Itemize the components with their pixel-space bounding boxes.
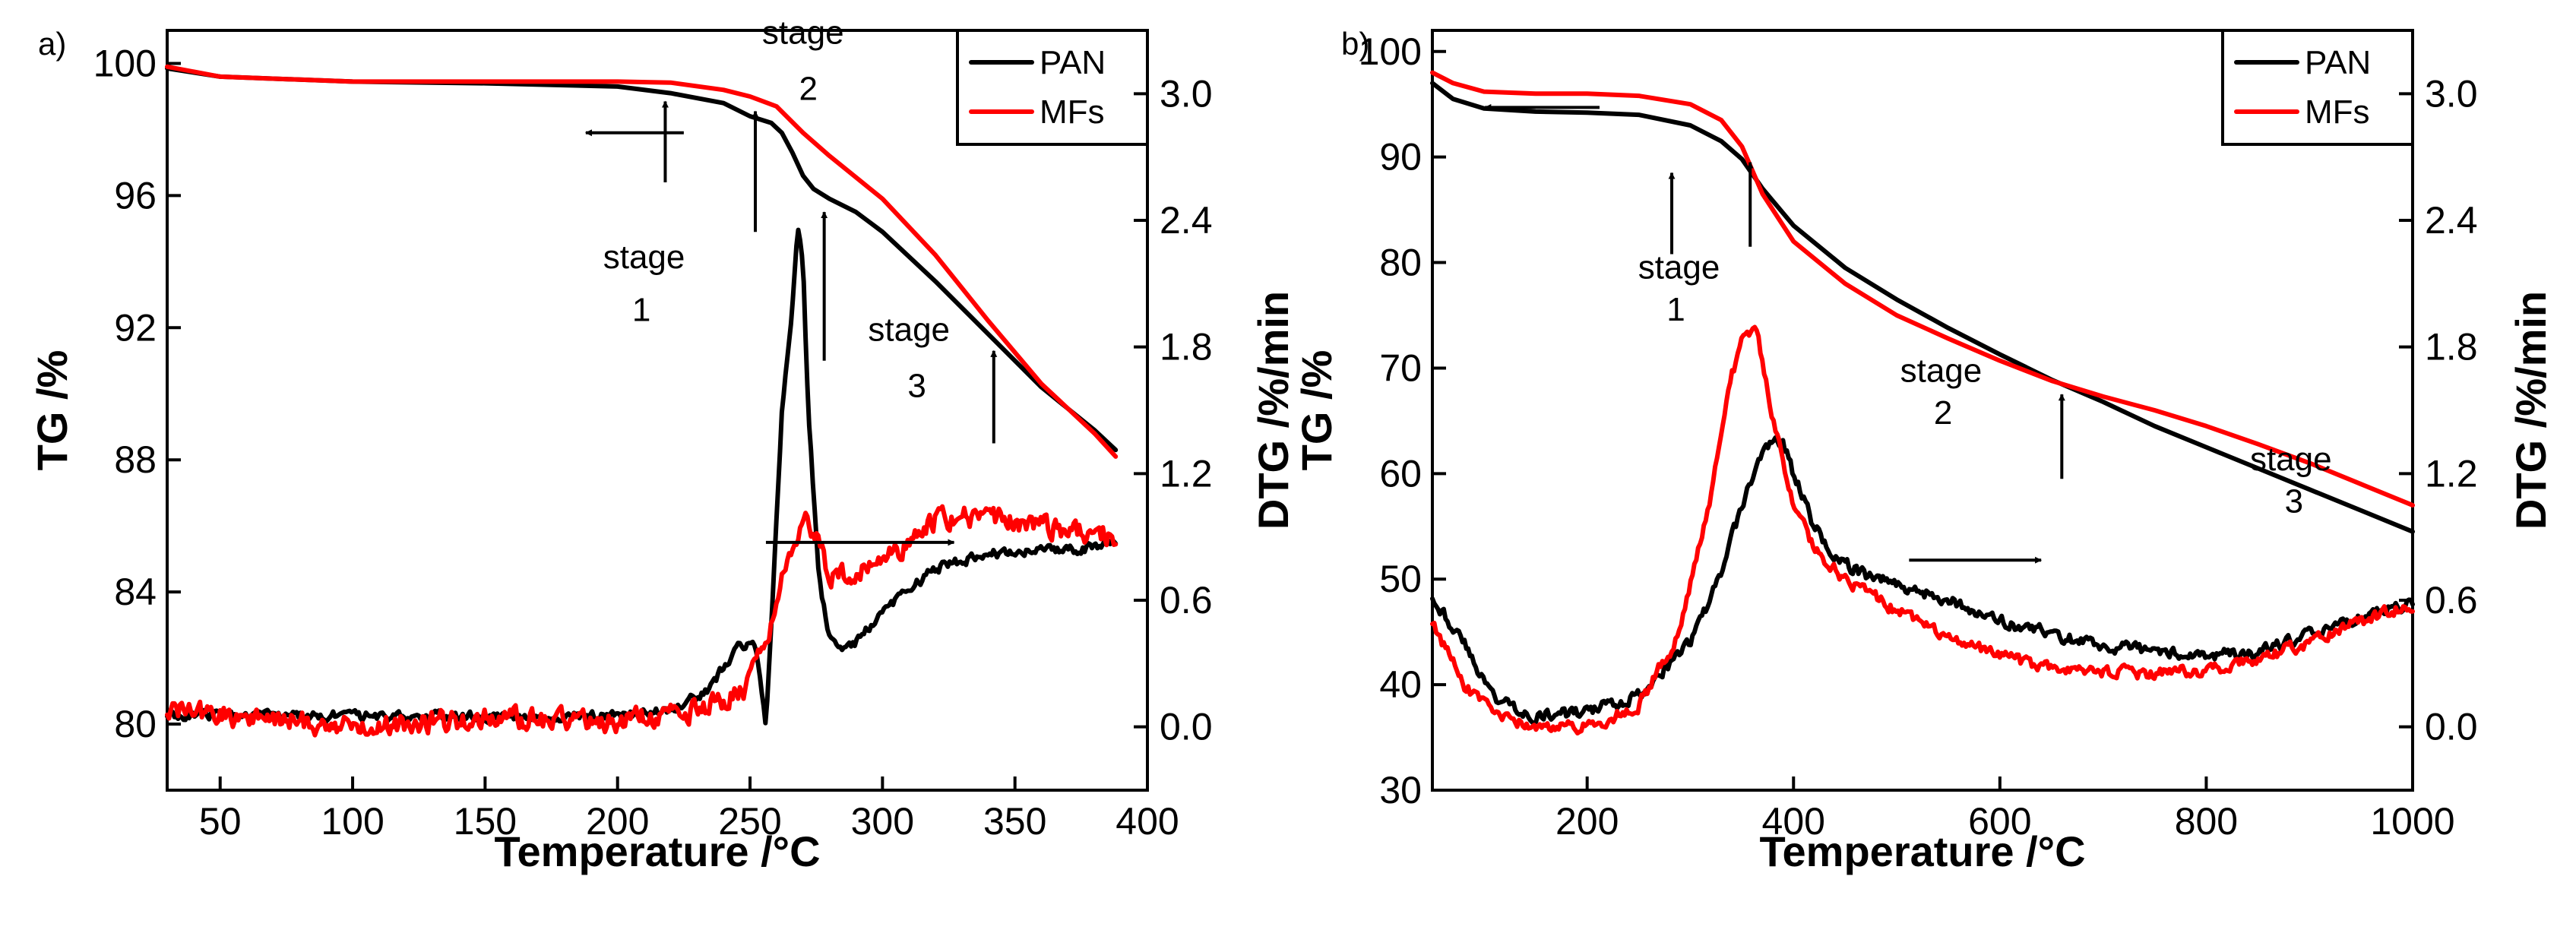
panel-a-x-tick-label: 350 bbox=[983, 800, 1046, 843]
panel-a-x-tick-label: 100 bbox=[321, 800, 384, 843]
panel-b-right-y-axis: 0.0 0.6 1.2 1.8 2.4 3.0 bbox=[2399, 72, 2478, 748]
panel-a-legend-label-mfs: MFs bbox=[1040, 93, 1105, 131]
panel-b-left-y-axis: 30 40 50 60 70 80 90 100 bbox=[1359, 30, 1446, 811]
panel-a-y2-tick-label: 1.2 bbox=[1160, 452, 1213, 495]
panel-b-stage-annotation: stage bbox=[1638, 248, 1720, 286]
panel-b-y2-tick-label: 3.0 bbox=[2425, 72, 2478, 115]
panel-a-left-y-axis-title: TG /% bbox=[28, 350, 76, 471]
panel-b-pan-dtg-line bbox=[1430, 435, 2415, 726]
panel-a-right-y-axis: 0.0 0.6 1.2 1.8 2.4 3.0 bbox=[1134, 72, 1213, 748]
panel-b-y-tick-label: 80 bbox=[1379, 242, 1422, 284]
panel-b-x-tick-label: 1000 bbox=[2370, 800, 2454, 843]
panel-a-x-tick-label: 400 bbox=[1116, 800, 1179, 843]
panel-a-x-tick-label: 200 bbox=[586, 800, 649, 843]
panel-b-stage-annotation: 1 bbox=[1666, 291, 1685, 328]
panel-b-mfs-tg-line bbox=[1430, 70, 2415, 508]
panel-b-y-tick-label: 60 bbox=[1379, 452, 1422, 495]
panel-b-y-tick-label: 70 bbox=[1379, 346, 1422, 389]
panel-a-x-axis: 50 100 150 200 250 300 350 400 bbox=[199, 776, 1179, 843]
panel-a-y2-tick-label: 1.8 bbox=[1160, 326, 1213, 368]
panel-a-y-tick-label: 96 bbox=[114, 174, 157, 217]
panel-b-y-tick-label: 30 bbox=[1379, 769, 1422, 811]
panel-b-x-tick-label: 400 bbox=[1762, 800, 1825, 843]
panel-b-legend-box bbox=[2221, 29, 2414, 146]
panel-a-x-axis-title: Temperature /°C bbox=[494, 827, 820, 875]
panel-a-legend-label-pan: PAN bbox=[1040, 44, 1106, 81]
panel-b-label: b) bbox=[1341, 26, 1369, 62]
panel-a-y2-tick-label: 2.4 bbox=[1160, 199, 1213, 242]
panel-a-pan-tg-line bbox=[165, 66, 1119, 453]
panel-b-left-y-axis-title: TG /% bbox=[1293, 350, 1340, 471]
panel-a-left-y-axis: 80 84 88 92 96 100 bbox=[93, 42, 181, 745]
panel-b-y-tick-label: 90 bbox=[1379, 136, 1422, 179]
panel-a-x-tick-label: 300 bbox=[851, 800, 914, 843]
panel-b-annotations: stage 1 stage 2 stage 3 bbox=[1638, 248, 2332, 520]
panel-b-x-tick-label: 200 bbox=[1555, 800, 1619, 843]
panel-b-stage-annotation: 2 bbox=[1934, 394, 1952, 432]
panel-a-y-tick-label: 100 bbox=[93, 42, 157, 84]
panel-b-y2-tick-label: 0.6 bbox=[2425, 579, 2478, 621]
panel-b-legend-label-pan: PAN bbox=[2305, 44, 2371, 81]
panel-b-y-tick-label: 100 bbox=[1359, 30, 1422, 73]
panel-b-y-tick-label: 50 bbox=[1379, 558, 1422, 600]
panel-b-pan-tg-line bbox=[1430, 81, 2415, 534]
panel-b-y-tick-label: 40 bbox=[1379, 663, 1422, 706]
panel-b-stage-annotation: stage bbox=[2250, 441, 2332, 478]
panel-b-x-tick-label: 600 bbox=[1968, 800, 2031, 843]
panel-b-x-axis-title: Temperature /°C bbox=[1759, 827, 2085, 875]
panel-a-plot-frame bbox=[166, 29, 1149, 792]
panel-a-stage-annotation: stage bbox=[762, 14, 844, 51]
panel-a-label: a) bbox=[38, 26, 66, 62]
panel-b-series-lines bbox=[1430, 70, 2415, 735]
panel-a-y2-tick-label: 0.0 bbox=[1160, 706, 1213, 748]
panel-b-mfs-dtg-line bbox=[1430, 324, 2415, 735]
panel-b-stage-annotation: 3 bbox=[2285, 483, 2303, 520]
panel-b-chart: b) 200 400 600 800 1000 30 40 50 60 70 80 90 100 0.… bbox=[1293, 26, 2555, 875]
panel-b-y2-tick-label: 2.4 bbox=[2425, 199, 2478, 242]
panel-a-y2-tick-label: 3.0 bbox=[1160, 72, 1213, 115]
panel-a-chart: a) 50 100 150 200 250 300 350 400 80 84 88 92 96 100… bbox=[28, 14, 1297, 875]
panel-a-legend-box bbox=[956, 29, 1149, 146]
panel-a-stage-annotation: stage bbox=[603, 239, 685, 276]
panel-b-right-y-axis-title: DTG /%/min bbox=[2507, 291, 2555, 530]
panel-a-right-y-axis-title: DTG /%/min bbox=[1249, 291, 1297, 530]
panel-a-stage-annotation: 1 bbox=[632, 292, 650, 329]
panel-b-arrows bbox=[1484, 103, 2065, 564]
panel-b-y2-tick-label: 0.0 bbox=[2425, 706, 2478, 748]
panel-a-y-tick-label: 84 bbox=[114, 571, 157, 613]
panel-a-annotations: stage 1 stage 2 stage 3 bbox=[603, 14, 950, 404]
panel-a-y-tick-label: 80 bbox=[114, 703, 157, 745]
panel-b-y2-tick-label: 1.8 bbox=[2425, 326, 2478, 368]
panel-b-x-axis: 200 400 600 800 1000 bbox=[1555, 776, 2455, 843]
panel-a-mfs-tg-line bbox=[165, 64, 1119, 459]
panel-b-legend-label-mfs: MFs bbox=[2305, 93, 2370, 131]
panel-a-legend: PAN MFs bbox=[956, 29, 1149, 146]
panel-a-series-lines bbox=[165, 64, 1119, 738]
panel-a-x-tick-label: 250 bbox=[718, 800, 781, 843]
panel-a-mfs-dtg-line bbox=[165, 504, 1119, 738]
panel-a-x-tick-label: 150 bbox=[454, 800, 517, 843]
panel-b-legend: PAN MFs bbox=[2221, 29, 2414, 146]
panel-a-x-tick-label: 50 bbox=[199, 800, 242, 843]
panel-a-y2-tick-label: 0.6 bbox=[1160, 579, 1213, 621]
panel-b-plot-frame bbox=[1431, 29, 2414, 792]
panel-a-stage-annotation: stage bbox=[868, 312, 950, 349]
panel-b-y2-tick-label: 1.2 bbox=[2425, 452, 2478, 495]
panel-b-stage-annotation: stage bbox=[1900, 353, 1983, 390]
panel-a-stage-annotation: 2 bbox=[799, 70, 817, 107]
panel-a-y-tick-label: 88 bbox=[114, 438, 157, 481]
panel-a-stage-annotation: 3 bbox=[907, 368, 926, 405]
panel-a-arrows bbox=[584, 100, 998, 546]
panel-b-x-tick-label: 800 bbox=[2175, 800, 2238, 843]
panel-a-y-tick-label: 92 bbox=[114, 306, 157, 349]
